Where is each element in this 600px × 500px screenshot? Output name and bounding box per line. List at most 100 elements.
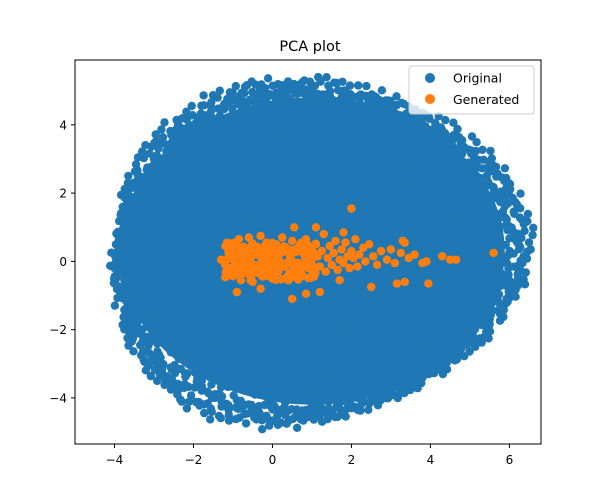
original-point bbox=[218, 371, 227, 380]
original-point bbox=[475, 255, 484, 264]
original-point bbox=[145, 149, 154, 158]
generated-point bbox=[274, 254, 283, 263]
generated-point bbox=[310, 269, 319, 278]
original-point bbox=[399, 338, 409, 347]
original-point bbox=[417, 173, 426, 182]
original-point bbox=[209, 262, 218, 271]
original-point bbox=[229, 391, 238, 400]
original-point bbox=[267, 334, 276, 344]
original-point bbox=[516, 204, 525, 213]
original-point bbox=[448, 284, 457, 294]
generated-point bbox=[329, 248, 338, 258]
original-point bbox=[294, 292, 304, 302]
original-point bbox=[430, 354, 439, 364]
original-point bbox=[482, 200, 491, 209]
original-point bbox=[256, 166, 265, 175]
original-point bbox=[276, 187, 285, 197]
original-point bbox=[343, 188, 352, 197]
original-point bbox=[191, 122, 200, 131]
original-point bbox=[258, 425, 267, 434]
original-point bbox=[298, 395, 307, 404]
original-point bbox=[329, 163, 338, 172]
generated-point bbox=[347, 204, 356, 213]
original-point bbox=[463, 318, 472, 327]
generated-point bbox=[422, 257, 431, 266]
original-point bbox=[144, 253, 153, 262]
original-point bbox=[219, 175, 228, 185]
original-point bbox=[147, 198, 156, 207]
original-point bbox=[433, 318, 442, 327]
original-point bbox=[388, 213, 397, 222]
original-point bbox=[500, 164, 510, 173]
original-point bbox=[375, 287, 384, 296]
original-point bbox=[214, 104, 223, 113]
original-point bbox=[119, 312, 128, 322]
original-point bbox=[266, 341, 275, 350]
original-point bbox=[347, 341, 356, 350]
generated-point bbox=[236, 276, 246, 285]
original-point bbox=[365, 185, 374, 195]
generated-point bbox=[256, 231, 265, 240]
generated-point bbox=[451, 255, 461, 264]
original-point bbox=[330, 148, 340, 158]
original-point bbox=[201, 313, 210, 322]
original-point bbox=[202, 296, 211, 305]
original-point bbox=[228, 169, 238, 178]
original-point bbox=[334, 373, 343, 382]
original-point bbox=[159, 331, 168, 341]
original-point bbox=[234, 362, 243, 372]
generated-point bbox=[233, 241, 242, 251]
original-point bbox=[245, 302, 254, 312]
original-point bbox=[324, 143, 334, 152]
original-point bbox=[380, 381, 389, 391]
original-point bbox=[309, 415, 319, 424]
original-point bbox=[178, 128, 187, 138]
original-point bbox=[423, 368, 433, 377]
original-point bbox=[222, 122, 231, 132]
original-point bbox=[400, 292, 409, 301]
original-point bbox=[313, 188, 322, 197]
original-point bbox=[200, 215, 210, 225]
original-point bbox=[441, 265, 450, 274]
original-point bbox=[514, 240, 524, 250]
original-point bbox=[494, 280, 504, 290]
original-point bbox=[477, 239, 487, 249]
original-point bbox=[136, 340, 145, 350]
original-point bbox=[472, 158, 481, 168]
original-point bbox=[276, 99, 285, 108]
original-point bbox=[382, 232, 391, 241]
generated-point bbox=[315, 262, 324, 271]
original-point bbox=[445, 173, 454, 182]
original-point bbox=[174, 354, 183, 363]
original-point bbox=[396, 304, 405, 314]
original-point bbox=[299, 86, 308, 95]
original-point bbox=[310, 326, 319, 335]
original-point bbox=[207, 407, 216, 416]
original-point bbox=[451, 198, 461, 207]
original-point bbox=[217, 206, 227, 216]
original-point bbox=[451, 244, 460, 254]
original-point bbox=[430, 262, 440, 271]
original-point bbox=[441, 115, 450, 125]
original-point bbox=[214, 351, 224, 360]
original-point bbox=[501, 281, 510, 290]
original-point bbox=[371, 187, 380, 196]
original-point bbox=[199, 124, 208, 134]
original-point bbox=[431, 118, 440, 128]
original-point bbox=[372, 331, 381, 340]
original-point bbox=[384, 146, 393, 156]
original-point bbox=[321, 305, 331, 314]
original-point bbox=[351, 160, 360, 169]
x-tick-label: 4 bbox=[427, 453, 435, 467]
original-point bbox=[231, 224, 241, 233]
original-point bbox=[453, 124, 462, 134]
original-point bbox=[403, 199, 412, 209]
original-point bbox=[397, 141, 406, 150]
original-point bbox=[382, 361, 392, 370]
original-point bbox=[245, 355, 254, 364]
original-point bbox=[137, 351, 146, 360]
generated-point bbox=[290, 223, 299, 232]
original-point bbox=[203, 203, 212, 212]
original-point bbox=[286, 208, 296, 217]
original-point bbox=[223, 163, 232, 172]
